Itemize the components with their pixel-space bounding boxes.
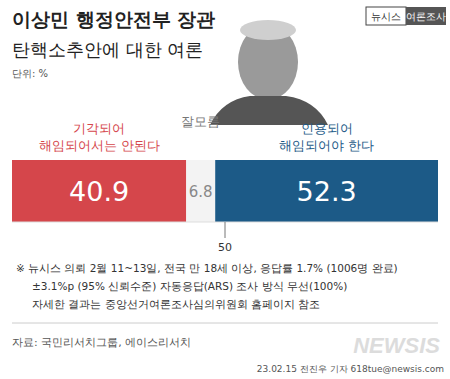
badge: 뉴시스 여론조사	[366, 7, 446, 25]
chart: 이상민 행정안전부 장관탄핵소추안에 대한 여론단위: % 뉴시스 여론조사 40.9…	[0, 0, 450, 379]
series-label: 잘모름	[181, 114, 220, 129]
series-label-line: 인용되어	[301, 121, 353, 136]
source: 자료: 국민리서치그룹, 에이스리서치	[12, 336, 191, 349]
bar-segment	[12, 160, 186, 222]
series-label: 인용되어해임되어야 한다	[279, 121, 374, 153]
logo: NEWSIS	[353, 333, 440, 358]
series-label-line: 기각되어	[73, 121, 125, 136]
bars	[12, 160, 438, 222]
data-label: 52.3	[297, 176, 357, 207]
badge-text: 여론조사	[406, 11, 446, 22]
data-label: 6.8	[189, 183, 213, 201]
bar-segment	[186, 160, 215, 222]
data-label: 40.9	[69, 176, 129, 207]
note: ※ 뉴시스 의뢰 2월 11~13일, 전국 만 18세 이상, 응답률 1.7…	[16, 262, 398, 274]
subtitle: 탄핵소추안에 대한 여론	[12, 39, 203, 60]
note: ±3.1%p (95% 신뢰수준) 자동응답(ARS) 조사 방식 무선(100…	[32, 280, 347, 292]
badge-box	[366, 7, 406, 25]
background	[0, 0, 450, 379]
series-label-line: 잘모름	[181, 114, 220, 129]
unit: 단위: %	[12, 68, 48, 79]
separator	[12, 323, 438, 324]
series-label-line: 해임되어야 한다	[279, 138, 374, 153]
series-label-line: 해임되어서는 안된다	[39, 138, 160, 153]
series-label: 기각되어해임되어서는 안된다	[39, 121, 160, 153]
photo-hair	[240, 20, 296, 40]
note: 자세한 결과는 중앙선거여론조사심의위원회 홈페이지 참조	[32, 298, 320, 310]
tick-mark	[225, 222, 226, 238]
byline: 23.02.15 전진우 기자 618tue@newsis.com	[257, 364, 444, 374]
badge-box	[406, 7, 446, 25]
photo	[210, 20, 328, 125]
labels: 40.9 기각되어해임되어서는 안된다 6.8 잘모름 52.3 인용되어해임되어야 한다	[39, 114, 375, 207]
badge-text: 뉴시스	[371, 11, 401, 22]
tick-label: 50	[218, 241, 232, 254]
title: 이상민 행정안전부 장관	[12, 8, 215, 30]
bar-segment	[215, 160, 438, 222]
